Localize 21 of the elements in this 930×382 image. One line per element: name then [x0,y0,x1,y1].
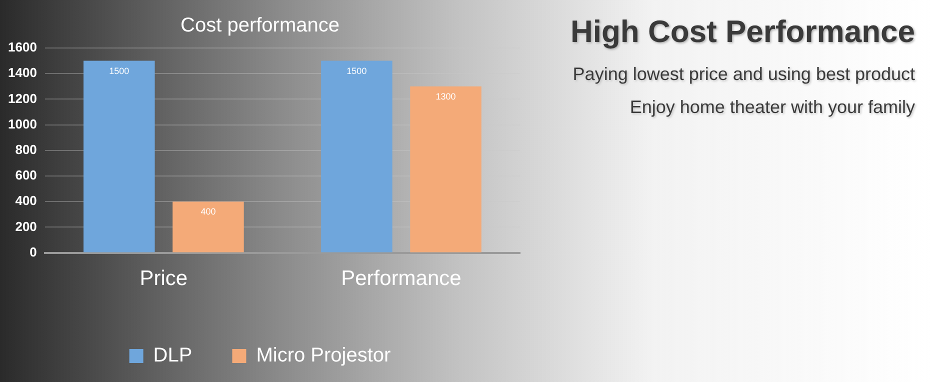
legend-label: DLP [153,344,192,367]
y-tick-label: 200 [15,218,37,234]
x-tick-label: Performance [341,267,462,290]
x-tick-label: Price [140,267,188,290]
text: Enjoy home theater with your family [628,97,915,118]
text: Paying lowest price and using best product [572,64,915,85]
chart-title: Cost performance [180,14,340,37]
data-label: 1500 [109,66,130,76]
data-label: 1500 [346,66,367,76]
y-tick-label: 1200 [8,90,37,106]
legend-label: Micro Projestor [256,344,392,367]
y-tick-label: 0 [30,244,37,260]
y-tick-label: 600 [15,168,37,183]
y-tick-label: 800 [15,142,37,157]
y-tick-label: 400 [15,193,37,208]
y-tick-label: 1600 [8,40,37,55]
text: High Cost Performance [569,14,915,50]
y-tick-label: 1400 [8,65,37,80]
y-tick-label: 1000 [8,116,37,132]
data-label: 400 [200,206,216,217]
data-label: 1300 [436,91,456,102]
